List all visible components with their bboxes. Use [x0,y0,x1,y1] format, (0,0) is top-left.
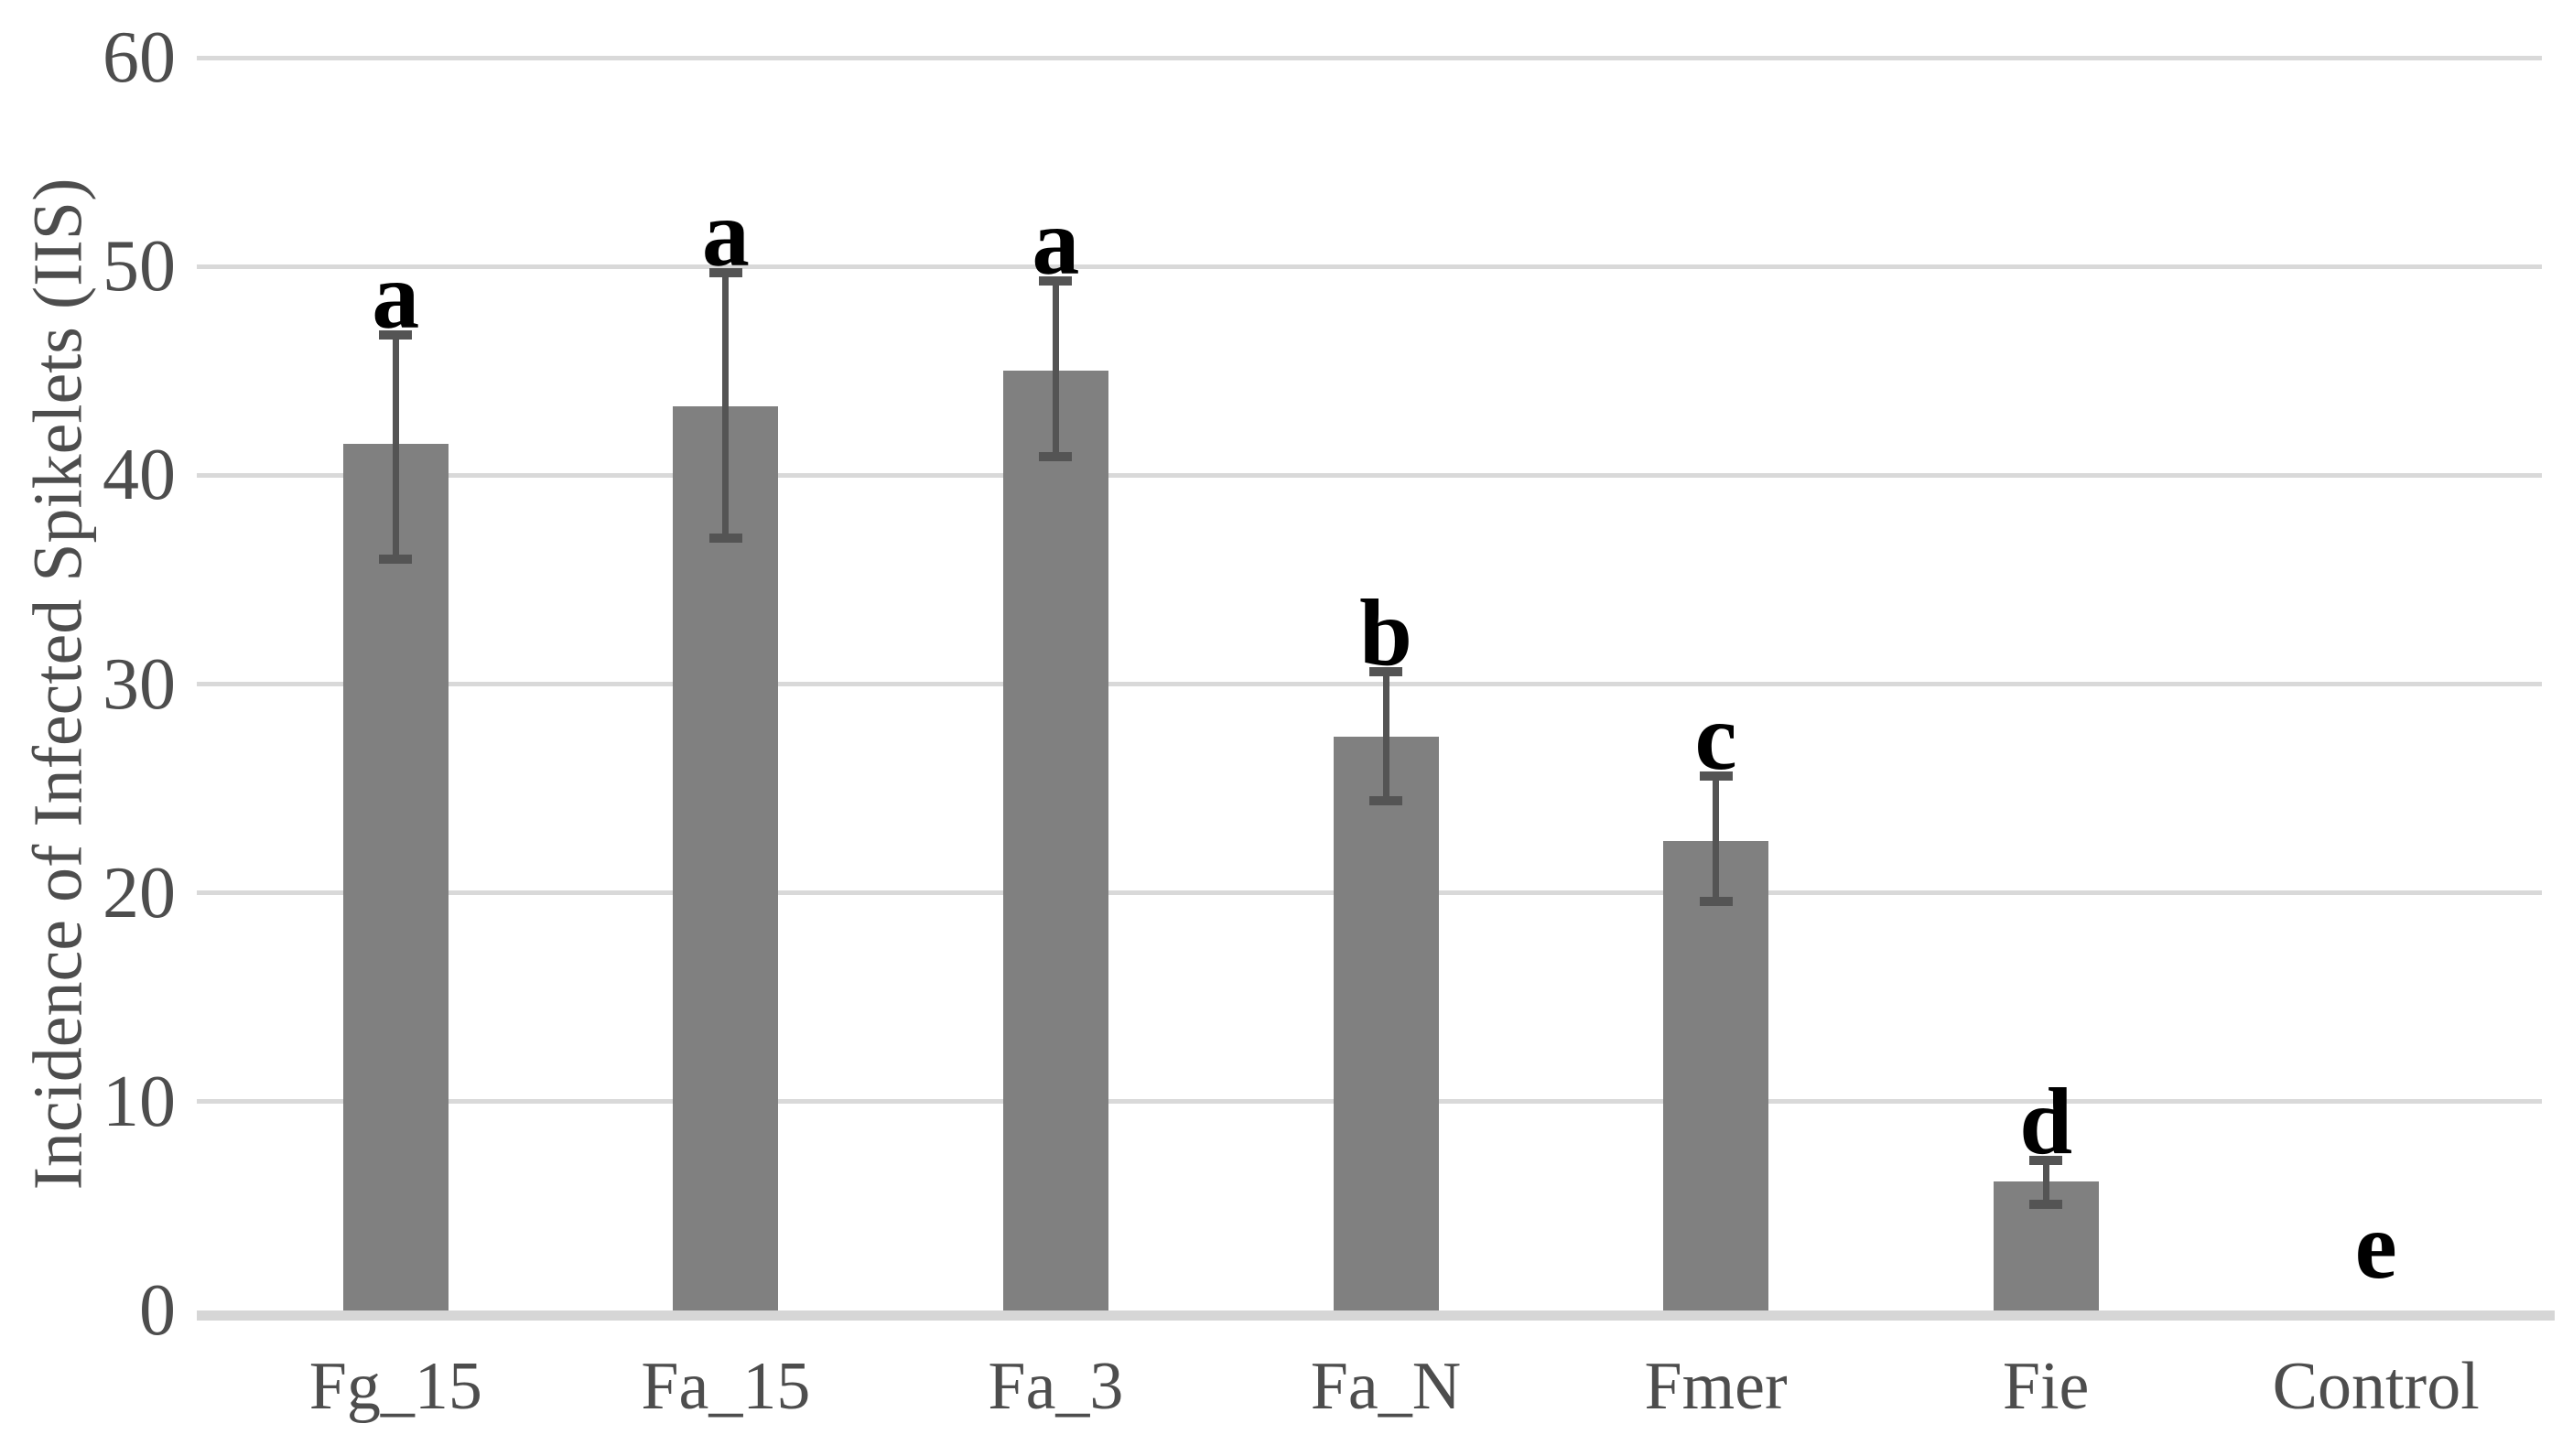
significance-letter: a [372,243,420,350]
significance-letter: b [1359,579,1412,685]
gridline [197,682,2542,686]
x-category-label: Fie [2002,1349,2090,1424]
error-bar [1382,671,1389,802]
error-bar-top-cap [379,330,413,340]
significance-letter: e [2354,1193,2397,1299]
x-category-label: Control [2272,1349,2480,1424]
y-tick-label: 40 [103,435,176,516]
error-bar [392,335,399,559]
y-tick-label: 50 [103,226,176,307]
error-bar [1713,775,1720,901]
x-category-label: Fa_3 [988,1349,1124,1424]
bar [1333,736,1439,1310]
x-category-label: Fmer [1644,1349,1788,1424]
gridline [197,55,2542,60]
error-bar [1052,281,1059,457]
error-bar-top-cap [1039,276,1073,286]
bar [1663,840,1769,1310]
error-bar-top-cap [1699,771,1733,781]
error-bar-bottom-cap [1369,796,1402,806]
error-bar-top-cap [2029,1155,2063,1165]
error-bar-bottom-cap [708,533,742,543]
x-category-label: Fg_15 [308,1349,482,1424]
error-bar-bottom-cap [379,554,413,564]
error-bar-top-cap [708,268,742,277]
gridline [197,264,2542,269]
bar [673,406,779,1310]
error-bar-bottom-cap [2029,1199,2063,1209]
significance-letter: d [2019,1068,2073,1174]
bar [1002,371,1108,1310]
error-bar [722,273,730,538]
y-tick-label: 10 [103,1061,176,1142]
bar [342,444,449,1310]
x-axis-line [197,1310,2555,1321]
significance-letter: c [1694,684,1737,790]
y-tick-label: 30 [103,643,176,725]
y-tick-label: 20 [103,852,176,933]
gridline [197,472,2542,478]
significance-letter: a [1032,189,1080,296]
x-category-label: Fa_N [1310,1349,1462,1424]
y-tick-label: 60 [103,17,176,98]
error-bar-top-cap [1369,666,1402,676]
error-bar-bottom-cap [1039,451,1073,461]
error-bar [2042,1159,2049,1204]
significance-letter: a [701,181,750,286]
y-tick-label: 0 [139,1270,176,1351]
error-bar-bottom-cap [1699,896,1733,906]
x-category-label: Fa_15 [641,1349,811,1424]
